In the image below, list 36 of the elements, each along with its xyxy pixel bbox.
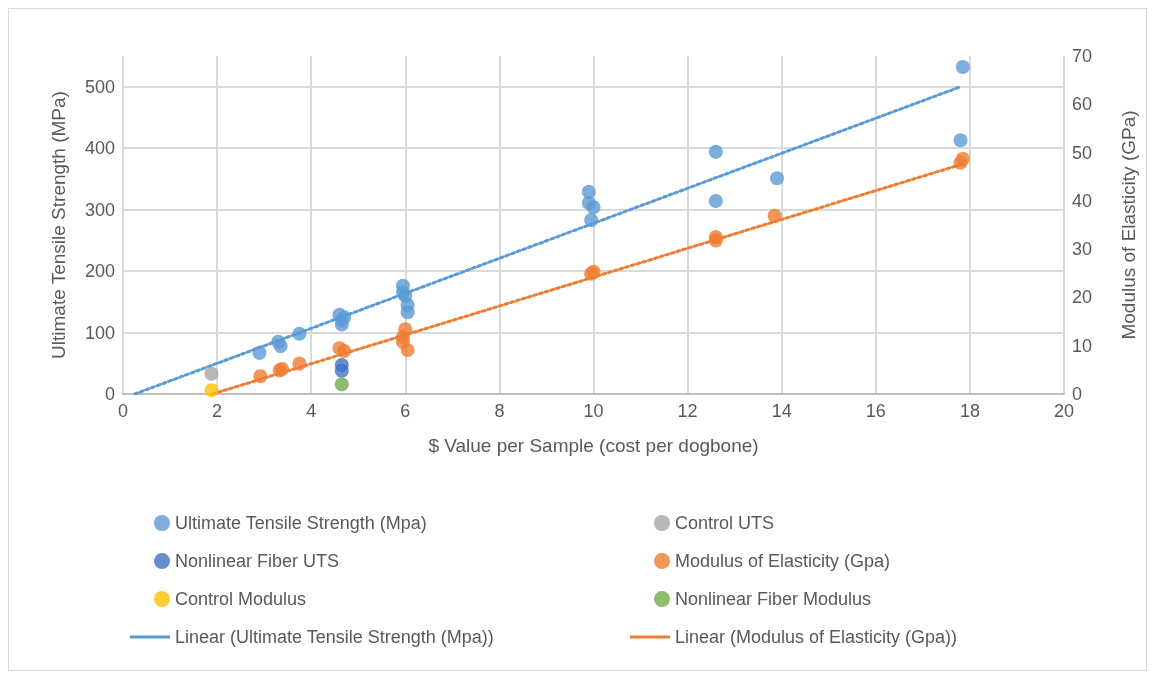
y2-tick-label: 50 xyxy=(1072,142,1093,163)
x-tick-label: 20 xyxy=(1053,401,1075,421)
y2-tick-label: 70 xyxy=(1072,46,1093,66)
legend-label: Modulus of Elasticity (Gpa) xyxy=(675,551,891,571)
x-tick-label: 8 xyxy=(494,401,505,421)
y-tick-label: 400 xyxy=(84,138,115,159)
y-tick-label: 500 xyxy=(84,76,115,97)
x-axis-title: $ Value per Sample (cost per dogbone) xyxy=(428,435,759,456)
y2-tick-label: 0 xyxy=(1072,384,1083,404)
x-tick-label: 2 xyxy=(212,401,223,421)
x-tick-label: 16 xyxy=(865,401,886,421)
x-tick-label: 12 xyxy=(677,401,698,421)
x-tick-label: 0 xyxy=(117,401,129,421)
y2-tick-label: 40 xyxy=(1072,190,1093,211)
x-tick-label: 6 xyxy=(400,401,411,421)
y-tick-label: 0 xyxy=(104,384,115,404)
y2-axis-title: Modulus of Elasticity (GPa) xyxy=(1118,110,1139,340)
y-axis-title: Ultimate Tensile Strength (MPa) xyxy=(48,91,69,359)
legend-label: Linear (Modulus of Elasticity (Gpa)) xyxy=(675,627,958,647)
x-tick-label: 14 xyxy=(771,401,792,421)
y-tick-label: 300 xyxy=(84,199,115,220)
y2-tick-label: 20 xyxy=(1072,287,1093,308)
legend-label: Nonlinear Fiber UTS xyxy=(175,551,340,571)
y2-tick-label: 30 xyxy=(1072,239,1093,260)
y-tick-label: 100 xyxy=(84,322,115,343)
y2-tick-label: 60 xyxy=(1072,94,1093,115)
y2-tick-label: 10 xyxy=(1072,335,1093,356)
legend-label: Control Modulus xyxy=(175,589,307,609)
legend-label: Nonlinear Fiber Modulus xyxy=(675,589,872,609)
legend-label: Linear (Ultimate Tensile Strength (Mpa)) xyxy=(175,627,494,647)
legend-label: Ultimate Tensile Strength (Mpa) xyxy=(175,513,427,533)
x-tick-label: 4 xyxy=(306,401,317,421)
y-tick-label: 200 xyxy=(84,261,115,282)
x-tick-label: 18 xyxy=(959,401,980,421)
x-tick-label: 10 xyxy=(583,401,604,421)
legend-label: Control UTS xyxy=(675,513,775,533)
